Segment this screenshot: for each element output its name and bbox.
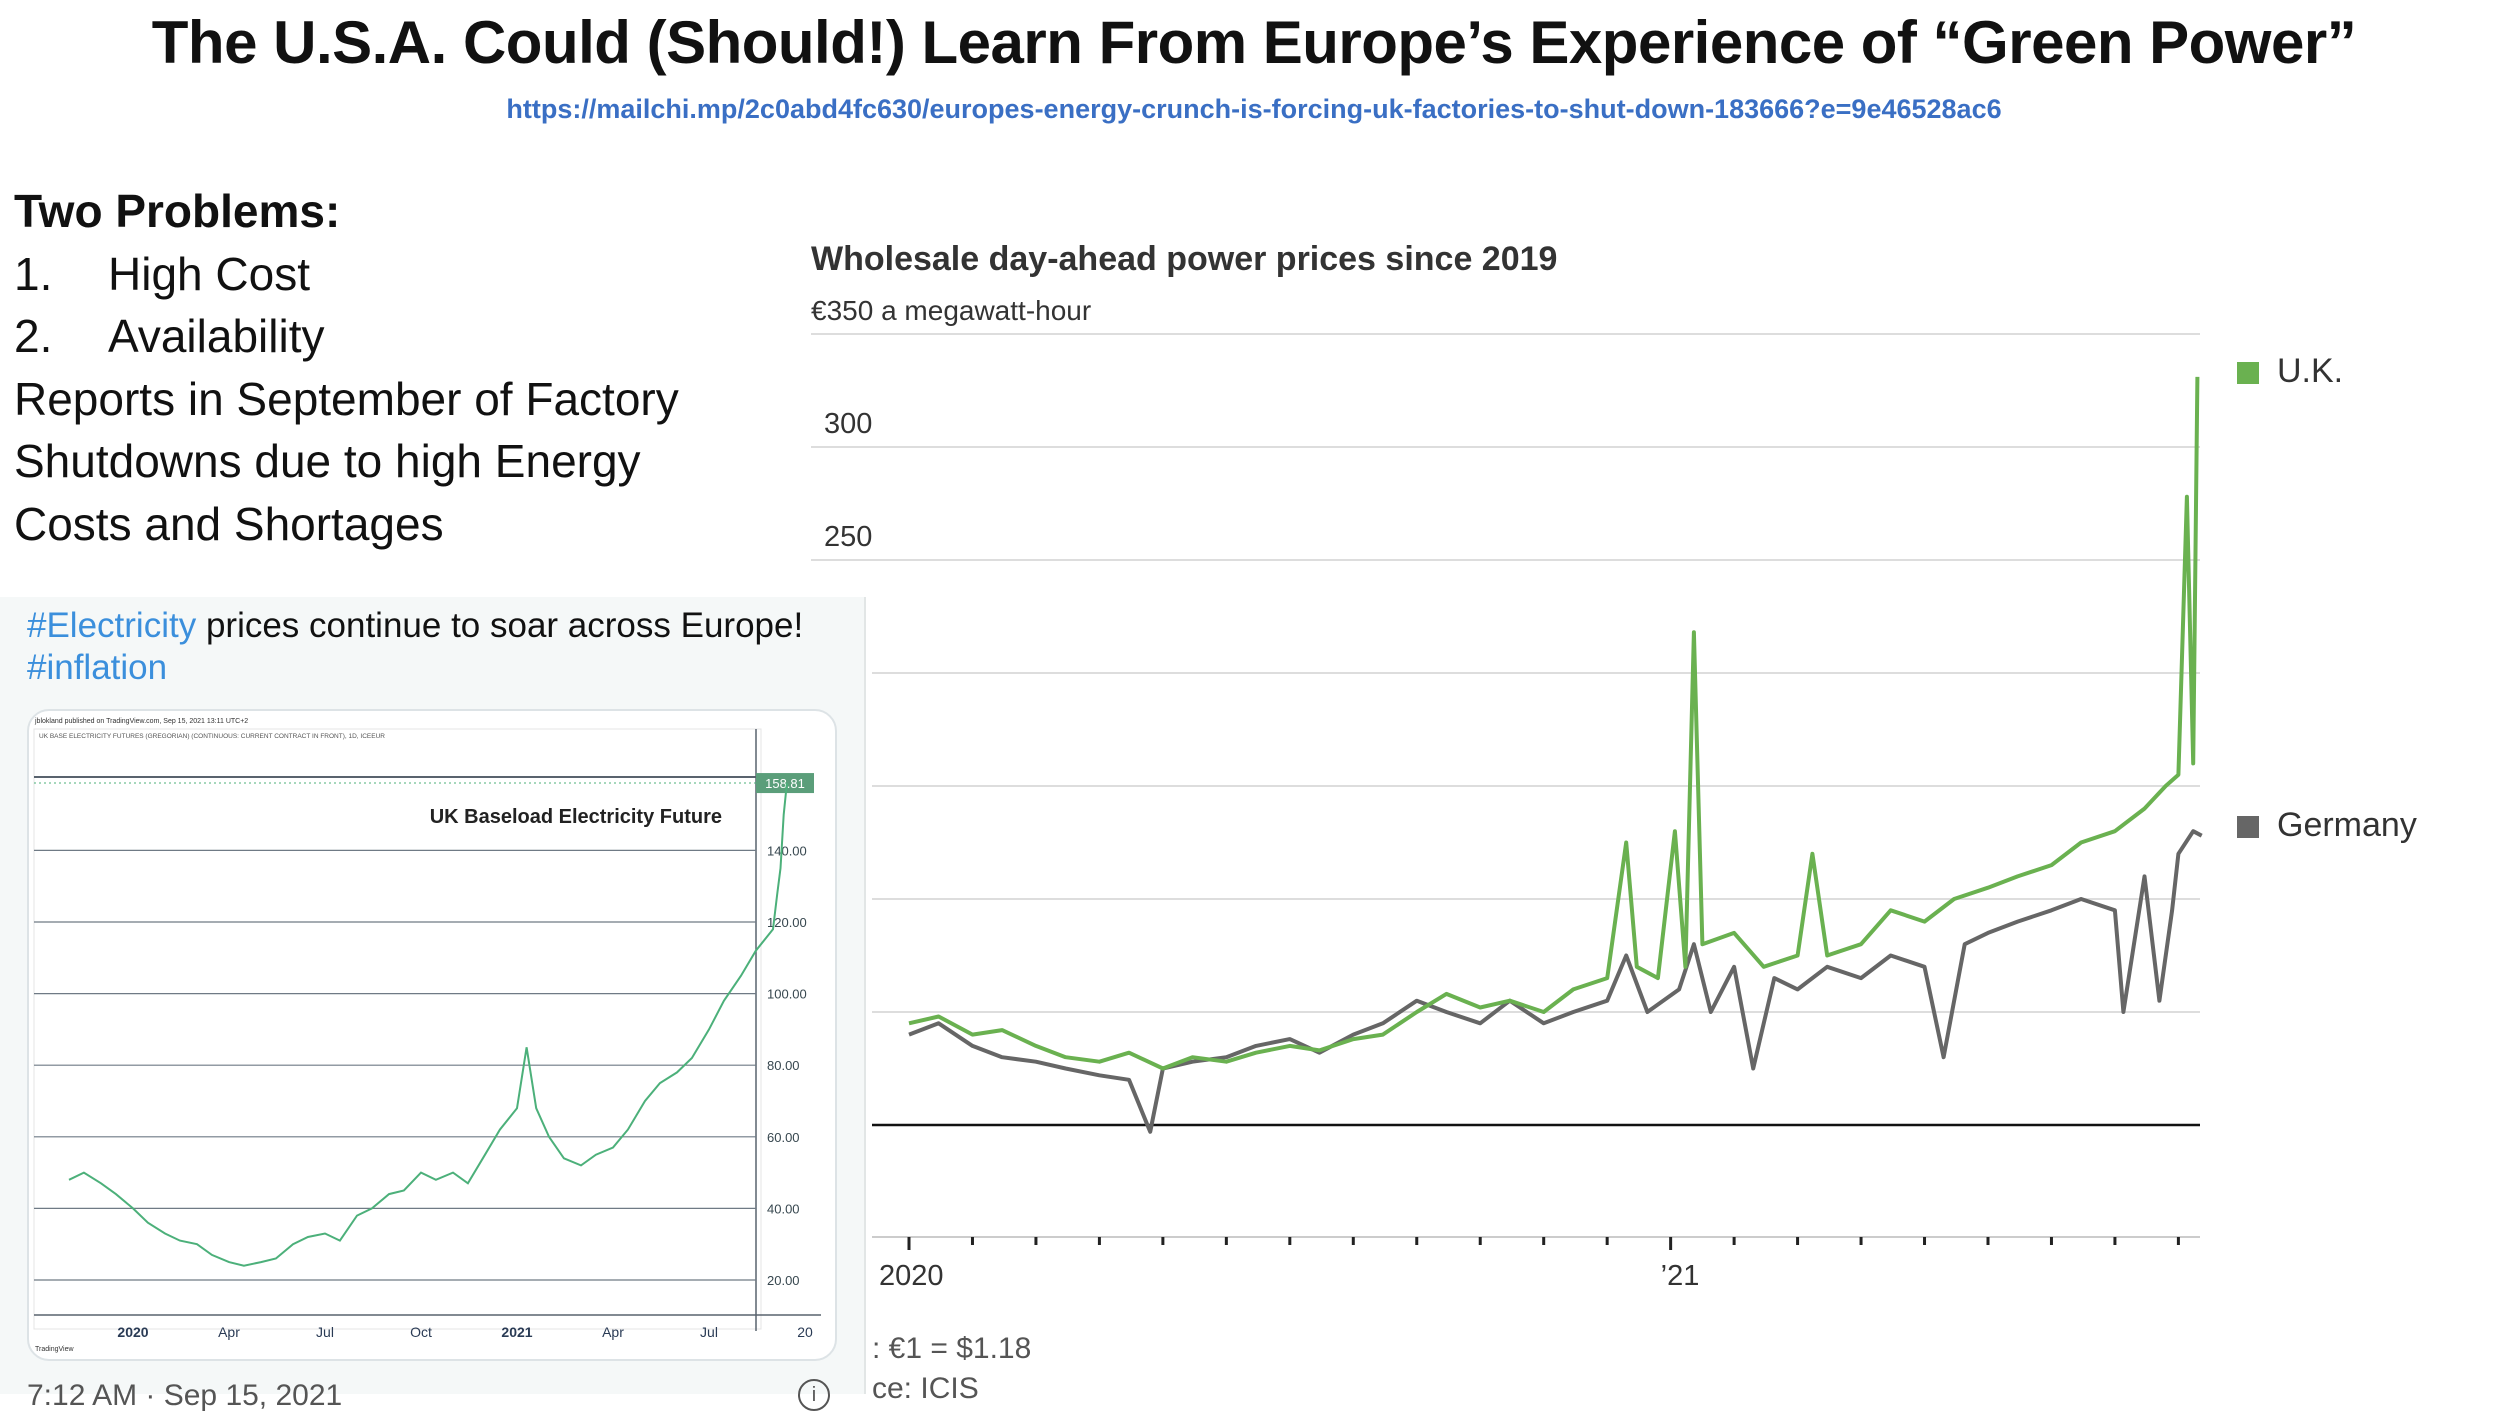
legend-item-germany: Germany: [2237, 806, 2417, 845]
y-tick-label: €350 a megawatt-hour: [811, 295, 1091, 326]
report-line: Costs and Shortages: [14, 497, 444, 550]
y-tick-label: 120.00: [767, 915, 807, 930]
exchange-rate-note: : €1 = $1.18: [872, 1332, 1032, 1365]
series-line-uk: [908, 376, 2200, 1071]
tweet-body: prices continue to soar across Europe!: [196, 606, 804, 645]
problem-item: 2. Availability: [14, 305, 679, 368]
series-line-germany: [908, 829, 2203, 1134]
x-tick-label: 2020: [117, 1324, 148, 1340]
problem-number: 2.: [14, 310, 53, 362]
x-tick-label: 20: [797, 1324, 813, 1340]
y-tick-label: 300: [824, 408, 872, 440]
y-tick-label: 80.00: [767, 1058, 800, 1073]
source-note: ce: ICIS: [872, 1372, 979, 1405]
legend-label: Germany: [2277, 806, 2417, 844]
uk-baseload-chart: jblokland published on TradingView.com, …: [33, 718, 821, 1353]
problems-heading: Two Problems:: [14, 185, 341, 237]
y-tick-label: 60.00: [767, 1130, 800, 1145]
tweet-image-card[interactable]: jblokland published on TradingView.com, …: [27, 709, 837, 1361]
chart-subtitle: UK BASE ELECTRICITY FUTURES (GREGORIAN) …: [39, 733, 385, 740]
info-icon[interactable]: i: [798, 1379, 830, 1411]
x-tick-label: 2021: [501, 1324, 532, 1340]
problem-item: 1. High Cost: [14, 243, 679, 306]
last-price-badge: [756, 773, 814, 794]
tweet-panel: #Electricity prices continue to soar acr…: [0, 597, 866, 1412]
legend-swatch-germany: [2237, 816, 2259, 838]
chart-title: Wholesale day-ahead power prices since 2…: [811, 240, 1557, 278]
problem-number: 1.: [14, 247, 53, 300]
tradingview-logo: TradingView: [35, 1346, 74, 1353]
problem-text: Availability: [108, 310, 325, 362]
legend-swatch-uk: [2237, 362, 2259, 384]
last-price-label: 158.81: [765, 776, 805, 791]
chart-title: UK Baseload Electricity Future: [430, 806, 722, 828]
legend-item-uk: U.K.: [2237, 352, 2343, 391]
tweet-timestamp[interactable]: 7:12 AM · Sep 15, 2021: [27, 1379, 343, 1412]
x-tick-label: 2020: [879, 1260, 944, 1292]
x-tick-label: Jul: [700, 1324, 718, 1340]
y-tick-label: 140.00: [767, 843, 807, 858]
plot-frame: [33, 728, 762, 1330]
x-tick-label: Apr: [602, 1324, 624, 1340]
x-tick-label: Oct: [410, 1324, 432, 1340]
x-tick-label: ’21: [1661, 1260, 1700, 1292]
series-line-uk-baseload: [68, 782, 788, 1267]
tweet-text: #Electricity prices continue to soar acr…: [27, 605, 803, 689]
y-tick-label: 40.00: [767, 1201, 800, 1216]
y-tick-label: 100.00: [767, 987, 807, 1002]
problem-text: High Cost: [108, 247, 310, 300]
x-tick-label: Apr: [218, 1324, 240, 1340]
report-line: Reports in September of Factory: [14, 372, 679, 425]
slide-title: The U.S.A. Could (Should!) Learn From Eu…: [151, 9, 2357, 76]
hashtag-link[interactable]: #inflation: [27, 648, 168, 687]
report-line: Shutdowns due to high Energy: [14, 435, 641, 487]
y-tick-label: 20.00: [767, 1273, 800, 1288]
problems-list: Two Problems: 1. High Cost 2. Availability…: [14, 180, 679, 555]
hashtag-link[interactable]: #Electricity: [27, 606, 197, 645]
legend-label: U.K.: [2277, 352, 2344, 390]
y-tick-label: 250: [824, 521, 872, 553]
x-tick-label: Jul: [316, 1324, 334, 1340]
chart-header: jblokland published on TradingView.com, …: [34, 718, 248, 725]
source-link[interactable]: https://mailchi.mp/2c0abd4fc630/europes-…: [506, 94, 2002, 124]
